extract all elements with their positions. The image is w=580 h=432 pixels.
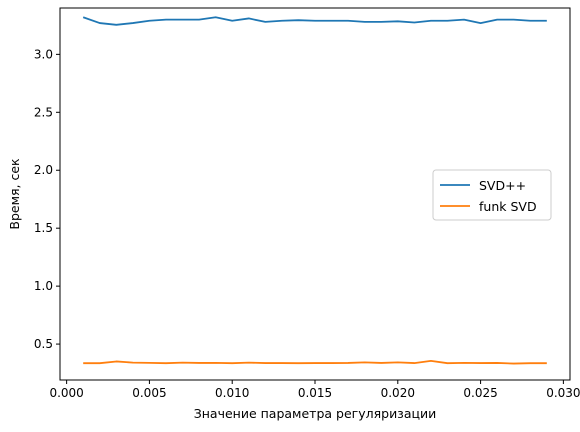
y-tick-label: 1.5 bbox=[34, 221, 53, 235]
x-tick-label: 0.000 bbox=[49, 386, 83, 400]
y-tick-label: 2.5 bbox=[34, 105, 53, 119]
y-tick-label: 0.5 bbox=[34, 337, 53, 351]
legend-label-funk-svd: funk SVD bbox=[479, 199, 537, 214]
x-tick-label: 0.030 bbox=[546, 386, 580, 400]
x-axis-ticks: 0.000 0.005 0.010 0.015 0.020 0.025 0.030 bbox=[49, 380, 580, 400]
x-tick-label: 0.020 bbox=[381, 386, 415, 400]
y-tick-label: 2.0 bbox=[34, 163, 53, 177]
x-tick-label: 0.025 bbox=[463, 386, 497, 400]
x-tick-label: 0.010 bbox=[215, 386, 249, 400]
y-axis-title: Время, сек bbox=[7, 158, 22, 230]
y-axis-ticks: 0.5 1.0 1.5 2.0 2.5 3.0 bbox=[34, 47, 60, 351]
legend-label-svd-pp: SVD++ bbox=[479, 178, 526, 193]
y-tick-label: 1.0 bbox=[34, 279, 53, 293]
x-tick-label: 0.005 bbox=[132, 386, 166, 400]
x-axis-title: Значение параметра регуляризации bbox=[194, 406, 437, 421]
x-tick-label: 0.015 bbox=[298, 386, 332, 400]
legend: SVD++ funk SVD bbox=[433, 170, 551, 220]
y-tick-label: 3.0 bbox=[34, 47, 53, 61]
